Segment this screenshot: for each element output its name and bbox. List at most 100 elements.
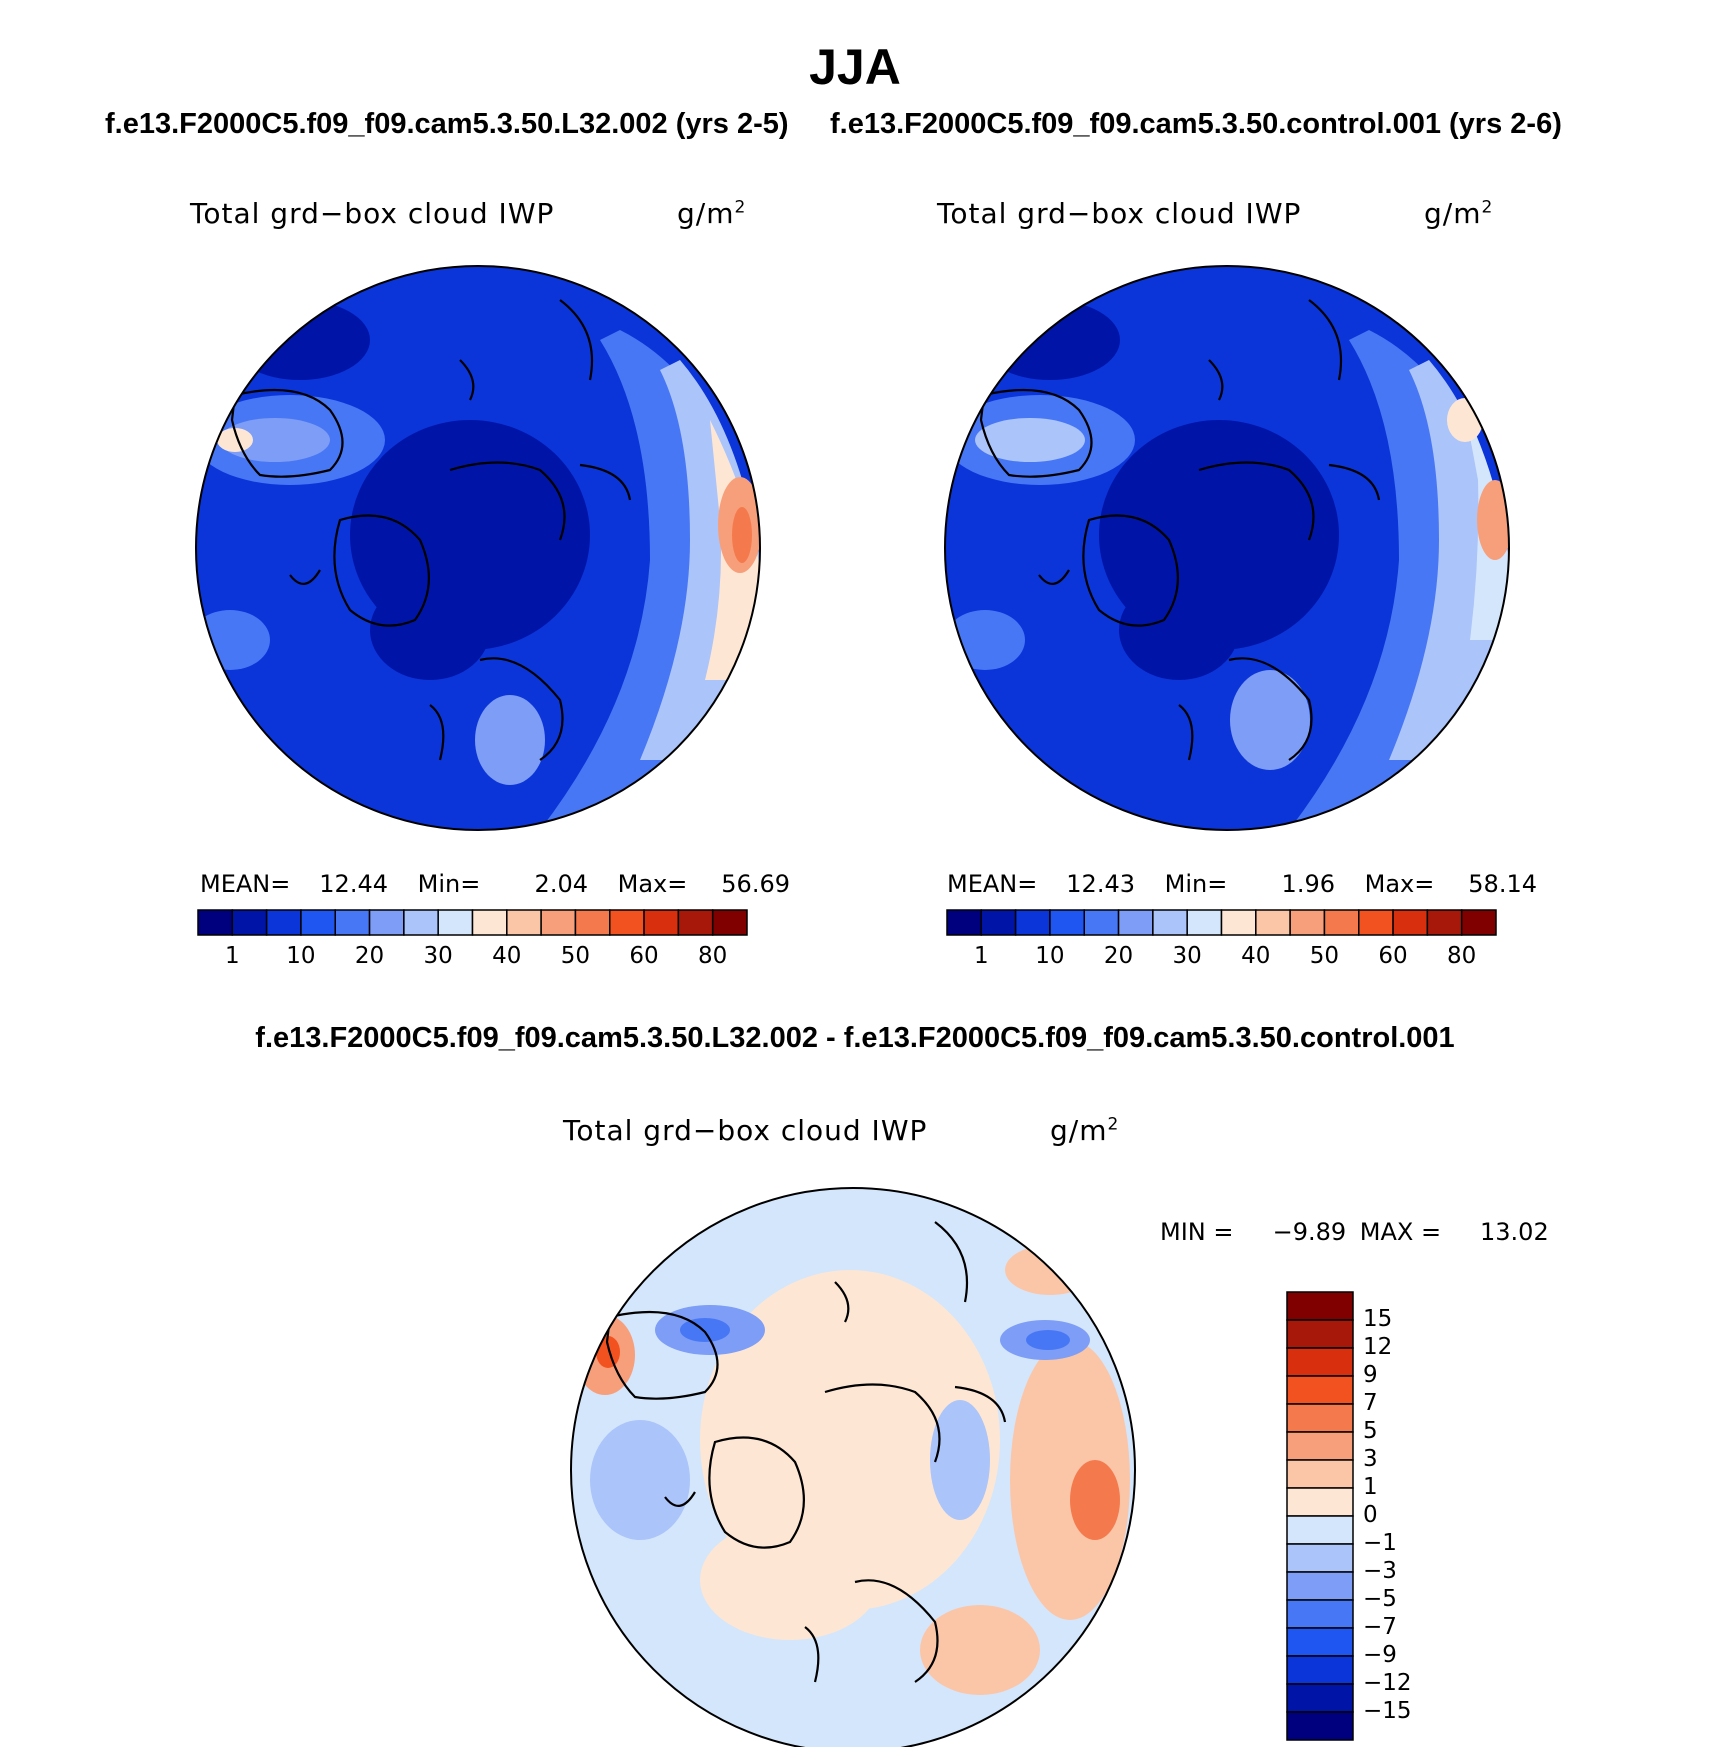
field-region: [930, 1400, 990, 1520]
colorbar-segment: [265, 909, 302, 936]
colorbar-tick-label: 60: [1378, 943, 1408, 969]
min-label: Min=: [417, 870, 481, 898]
field-region: [1119, 580, 1239, 680]
coastlines: [605, 1221, 1007, 1683]
field-region: [596, 1336, 620, 1368]
max-label: MAX =: [1359, 1218, 1442, 1246]
colorbar-segment: [1286, 1515, 1354, 1545]
left-map: [195, 265, 761, 831]
mean-label: MEAN=: [947, 870, 1038, 898]
colorbar-tick-label: 30: [1172, 943, 1202, 969]
right-map: [944, 265, 1510, 831]
colorbar-tick-label: −5: [1363, 1586, 1397, 1612]
colorbar-tick-label: 50: [560, 943, 591, 969]
field-region: [1026, 1330, 1070, 1350]
colorbar-tick-label: 80: [1447, 943, 1477, 969]
colorbar-segment: [1255, 909, 1291, 936]
colorbar-segment: [1152, 909, 1188, 936]
colorbar-segment: [711, 909, 748, 936]
colorbar-segment: [1286, 1319, 1354, 1349]
difference-title: f.e13.F2000C5.f09_f09.cam5.3.50.L32.002 …: [255, 1022, 1455, 1054]
colorbar-segment: [1286, 1347, 1354, 1377]
diff-units-label: g/m2: [1050, 1114, 1119, 1147]
field-region: [1070, 1460, 1120, 1540]
units-exponent: 2: [734, 197, 747, 218]
max-value: 56.69: [721, 870, 790, 898]
colorbar-segment: [368, 909, 405, 936]
min-label: MIN =: [1160, 1218, 1234, 1246]
coastlines: [979, 299, 1381, 761]
colorbar-segment: [1083, 909, 1120, 936]
field-region: [217, 428, 253, 452]
colorbar-tick-label: −7: [1363, 1614, 1397, 1640]
colorbar-segment: [1286, 1683, 1354, 1713]
colorbar-segment: [643, 909, 680, 936]
colorbar-tick-label: −9: [1363, 1642, 1397, 1668]
max-label: Max=: [1364, 870, 1435, 898]
max-label: Max=: [617, 870, 688, 898]
colorbar-tick-label: 12: [1363, 1334, 1393, 1360]
units-exponent: 2: [1107, 1114, 1120, 1135]
colorbar-segment: [1286, 1375, 1354, 1405]
colorbar-segment: [437, 909, 474, 936]
colorbar-tick-label: 40: [492, 943, 522, 969]
colorbar-segment: [1286, 1711, 1354, 1741]
field-region: [475, 695, 545, 785]
field-region: [230, 300, 370, 380]
colorbar-tick-label: −15: [1363, 1698, 1412, 1724]
colorbar-segment: [1286, 1403, 1354, 1433]
left-variable-label: Total grd−box cloud IWP: [190, 197, 555, 230]
min-label: Min=: [1164, 870, 1228, 898]
field-region: [1005, 1245, 1095, 1295]
colorbar-segment: [334, 909, 371, 936]
colorbar-tick-label: 5: [1363, 1418, 1378, 1444]
right-variable-label: Total grd−box cloud IWP: [937, 197, 1302, 230]
right-units-label: g/m2: [1424, 197, 1493, 230]
colorbar-tick-label: 20: [354, 943, 385, 969]
colorbar-tick-label: 15: [1363, 1306, 1393, 1332]
colorbar-segment: [1014, 909, 1051, 936]
units-exponent: 2: [1481, 197, 1494, 218]
colorbar-segment: [300, 909, 336, 936]
units-text: g/m: [1424, 197, 1482, 230]
colorbar-segment: [1392, 909, 1429, 936]
colorbar-segment: [1117, 909, 1154, 936]
field-region: [680, 1318, 730, 1342]
colorbar-segment: [403, 909, 439, 936]
colorbar-segment: [197, 909, 234, 936]
colorbars: [197, 909, 1497, 1741]
colorbar-tick-label: 1: [973, 943, 989, 969]
colorbar-segment: [1286, 1599, 1354, 1629]
colorbar-segment: [1286, 1655, 1354, 1685]
colorbar-segment: [1286, 1431, 1354, 1461]
left-stats: MEAN= 12.44 Min= 2.04 Max= 56.69: [200, 870, 790, 898]
colorbar-segment: [946, 909, 983, 936]
colorbar-segment: [540, 909, 577, 936]
colorbar-segment: [980, 909, 1017, 936]
colorbar-tick-label: 10: [286, 943, 316, 969]
colorbar-tick-label: −3: [1363, 1558, 1397, 1584]
mean-value: 12.43: [1066, 870, 1135, 898]
colorbar-segment: [1286, 1487, 1354, 1517]
field-region: [945, 610, 1025, 670]
colorbar-tick-label: 9: [1363, 1362, 1378, 1388]
map-boundary: [570, 1187, 1136, 1747]
colorbar-segment: [574, 909, 611, 936]
field-region: [980, 300, 1120, 380]
colorbar-segment: [1049, 909, 1085, 936]
colorbar-tick-label: 0: [1363, 1502, 1378, 1528]
field-region: [590, 1420, 690, 1540]
colorbar-tick-label: −12: [1363, 1670, 1412, 1696]
colorbar-segment: [1286, 1627, 1354, 1657]
colorbar-tick-label: 60: [629, 943, 659, 969]
colorbar-tick-label: 1: [1363, 1474, 1378, 1500]
colorbar-segment: [231, 909, 268, 936]
max-value: 58.14: [1468, 870, 1537, 898]
colorbar-tick-label: 80: [698, 943, 728, 969]
map-boundary: [195, 265, 761, 831]
colorbar-segment: [1286, 1543, 1354, 1573]
colorbar-tick-label: 50: [1309, 943, 1340, 969]
colorbar-segment: [609, 909, 645, 936]
min-value: 1.96: [1281, 870, 1335, 898]
